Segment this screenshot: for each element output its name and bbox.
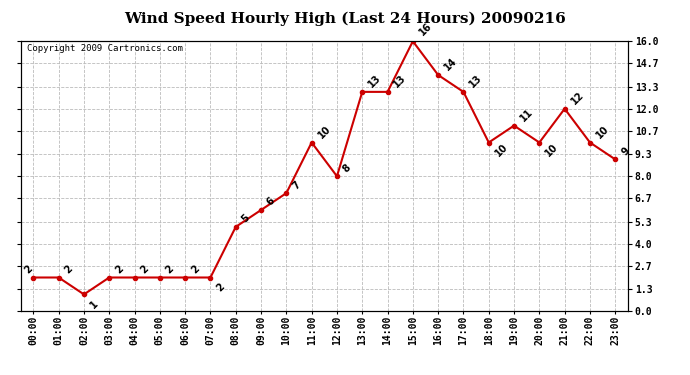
Text: 10: 10	[493, 142, 509, 158]
Text: 2: 2	[215, 282, 226, 293]
Text: Copyright 2009 Cartronics.com: Copyright 2009 Cartronics.com	[27, 44, 183, 53]
Text: 2: 2	[139, 264, 150, 275]
Text: 10: 10	[316, 124, 333, 140]
Text: 9: 9	[620, 146, 631, 157]
Text: 2: 2	[113, 264, 126, 275]
Text: 6: 6	[265, 196, 277, 208]
Text: Wind Speed Hourly High (Last 24 Hours) 20090216: Wind Speed Hourly High (Last 24 Hours) 2…	[124, 11, 566, 26]
Text: 16: 16	[417, 21, 433, 38]
Text: 2: 2	[189, 264, 201, 275]
Text: 13: 13	[392, 73, 408, 90]
Text: 1: 1	[88, 298, 100, 310]
Text: 7: 7	[290, 179, 302, 191]
Text: 8: 8	[341, 162, 353, 174]
Text: 13: 13	[468, 73, 484, 90]
Text: 10: 10	[594, 124, 611, 140]
Text: 2: 2	[22, 264, 34, 275]
Text: 11: 11	[518, 107, 535, 123]
Text: 14: 14	[442, 56, 459, 73]
Text: 13: 13	[366, 73, 383, 90]
Text: 12: 12	[569, 90, 585, 106]
Text: 5: 5	[240, 213, 252, 225]
Text: 2: 2	[63, 264, 75, 275]
Text: 2: 2	[164, 264, 176, 275]
Text: 10: 10	[544, 142, 560, 158]
